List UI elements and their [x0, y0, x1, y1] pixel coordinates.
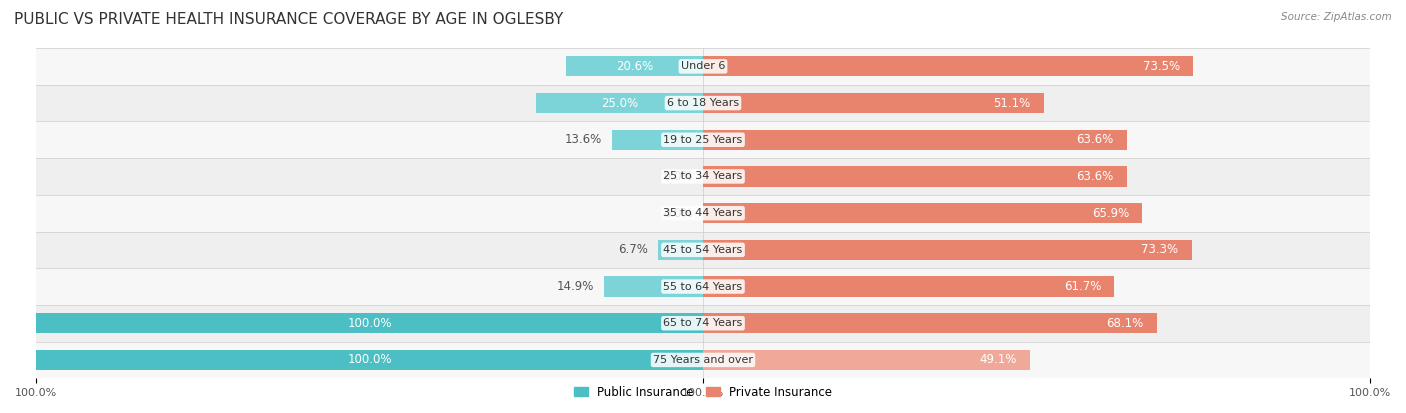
Bar: [37, 342, 1369, 378]
Text: 13.6%: 13.6%: [565, 133, 602, 146]
Text: 35 to 44 Years: 35 to 44 Years: [664, 208, 742, 218]
Bar: [37, 305, 1369, 342]
Text: 73.5%: 73.5%: [1143, 60, 1180, 73]
Bar: [703, 313, 1157, 333]
Bar: [703, 203, 1143, 223]
Text: 61.7%: 61.7%: [1064, 280, 1101, 293]
Bar: [37, 268, 1369, 305]
Bar: [703, 166, 1128, 187]
Text: 65 to 74 Years: 65 to 74 Years: [664, 318, 742, 328]
Bar: [703, 56, 1194, 76]
Text: Under 6: Under 6: [681, 62, 725, 71]
Text: 45 to 54 Years: 45 to 54 Years: [664, 245, 742, 255]
Bar: [565, 56, 703, 76]
Text: 0.0%: 0.0%: [664, 206, 693, 220]
Text: 0.0%: 0.0%: [664, 170, 693, 183]
Bar: [703, 93, 1043, 113]
Text: Source: ZipAtlas.com: Source: ZipAtlas.com: [1281, 12, 1392, 22]
Text: 25 to 34 Years: 25 to 34 Years: [664, 171, 742, 181]
Text: 6.7%: 6.7%: [619, 243, 648, 256]
Text: 51.1%: 51.1%: [993, 97, 1031, 109]
Text: 6 to 18 Years: 6 to 18 Years: [666, 98, 740, 108]
Text: 100.0%: 100.0%: [347, 354, 392, 366]
Bar: [703, 130, 1128, 150]
Bar: [603, 276, 703, 297]
Text: PUBLIC VS PRIVATE HEALTH INSURANCE COVERAGE BY AGE IN OGLESBY: PUBLIC VS PRIVATE HEALTH INSURANCE COVER…: [14, 12, 564, 27]
Bar: [703, 240, 1192, 260]
Bar: [703, 350, 1031, 370]
Bar: [37, 48, 1369, 85]
Text: 75 Years and over: 75 Years and over: [652, 355, 754, 365]
Text: 55 to 64 Years: 55 to 64 Years: [664, 282, 742, 292]
Bar: [37, 313, 703, 333]
Bar: [37, 232, 1369, 268]
Bar: [37, 158, 1369, 195]
Text: 68.1%: 68.1%: [1107, 317, 1144, 330]
Bar: [37, 350, 703, 370]
Bar: [612, 130, 703, 150]
Text: 65.9%: 65.9%: [1092, 206, 1129, 220]
Bar: [536, 93, 703, 113]
Bar: [703, 276, 1115, 297]
Bar: [37, 121, 1369, 158]
Text: 63.6%: 63.6%: [1077, 170, 1114, 183]
Text: 14.9%: 14.9%: [557, 280, 593, 293]
Text: 73.3%: 73.3%: [1142, 243, 1178, 256]
Text: 25.0%: 25.0%: [602, 97, 638, 109]
Text: 63.6%: 63.6%: [1077, 133, 1114, 146]
Legend: Public Insurance, Private Insurance: Public Insurance, Private Insurance: [574, 386, 832, 399]
Text: 20.6%: 20.6%: [616, 60, 652, 73]
Text: 100.0%: 100.0%: [347, 317, 392, 330]
Bar: [658, 240, 703, 260]
Bar: [37, 85, 1369, 121]
Bar: [37, 195, 1369, 232]
Text: 19 to 25 Years: 19 to 25 Years: [664, 135, 742, 145]
Text: 49.1%: 49.1%: [980, 354, 1017, 366]
